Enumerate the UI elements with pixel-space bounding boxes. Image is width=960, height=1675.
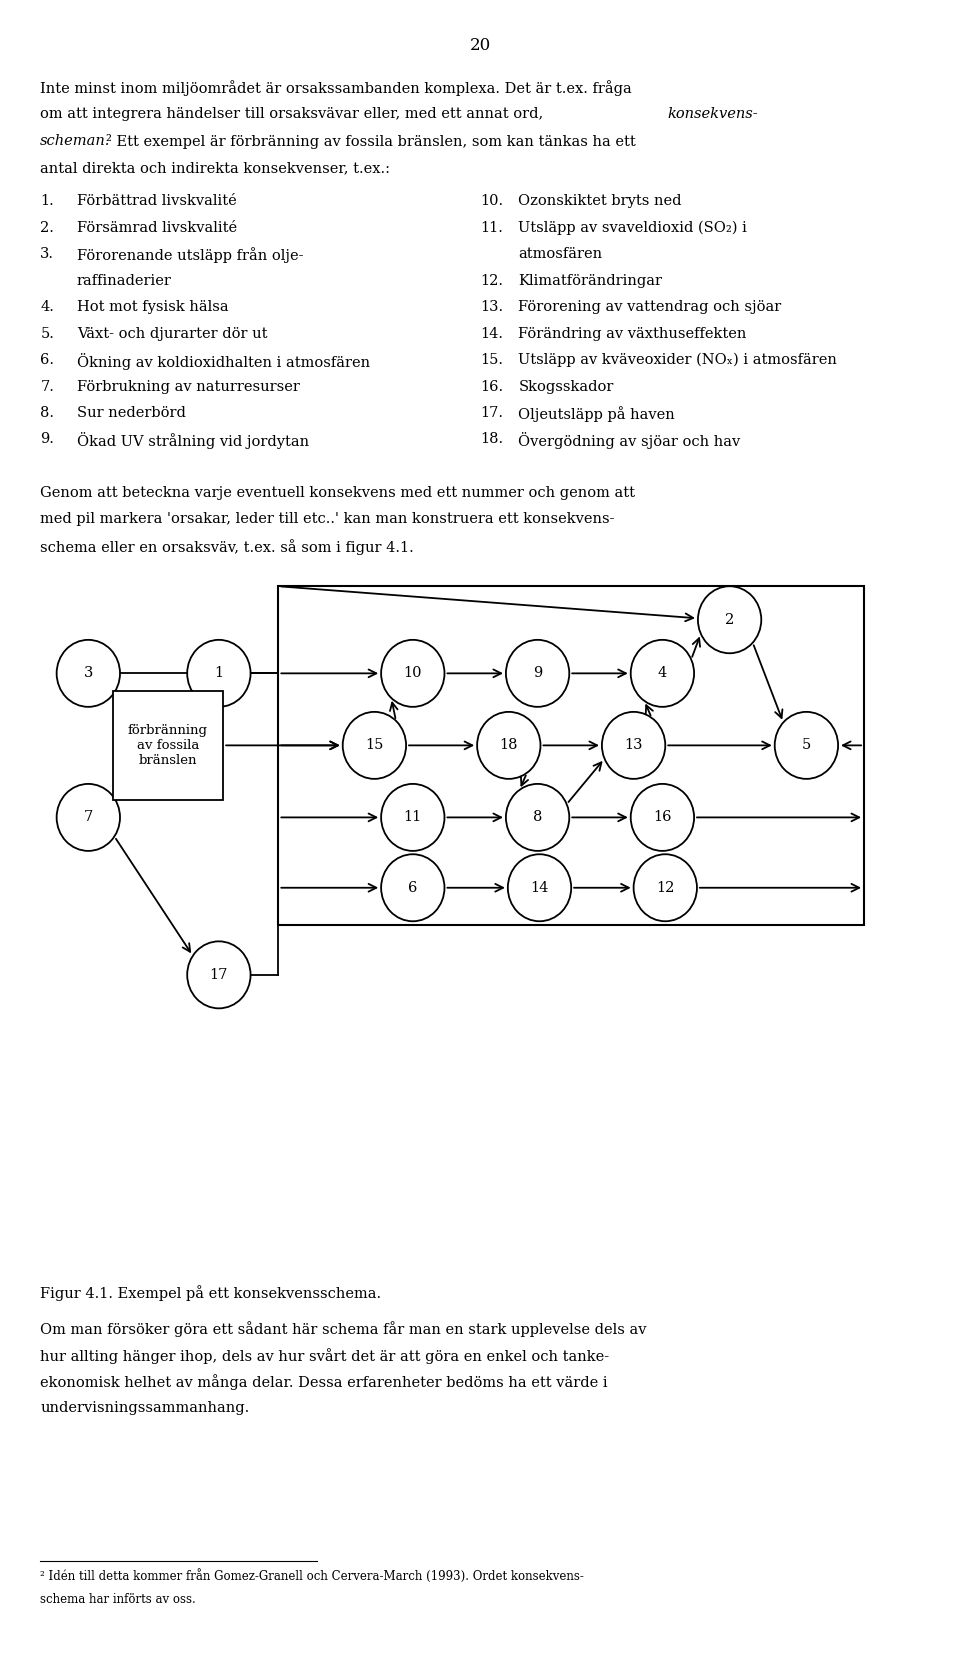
Text: 4.: 4. — [40, 300, 54, 315]
Text: om att integrera händelser till orsaksvävar eller, med ett annat ord,: om att integrera händelser till orsaksvä… — [40, 107, 548, 121]
Text: undervisningssammanhang.: undervisningssammanhang. — [40, 1400, 250, 1415]
Ellipse shape — [381, 640, 444, 707]
Text: hur allting hänger ihop, dels av hur svårt det är att göra en enkel och tanke-: hur allting hänger ihop, dels av hur svå… — [40, 1348, 610, 1363]
Text: 4: 4 — [658, 667, 667, 680]
Text: 13.: 13. — [480, 300, 503, 315]
Ellipse shape — [698, 586, 761, 653]
Text: 8.: 8. — [40, 405, 55, 420]
Text: Försämrad livskvalité: Försämrad livskvalité — [77, 221, 237, 235]
Text: Skogsskador: Skogsskador — [518, 380, 613, 394]
Text: Klimatförändringar: Klimatförändringar — [518, 273, 662, 288]
Text: 6: 6 — [408, 881, 418, 894]
Text: Om man försöker göra ett sådant här schema får man en stark upplevelse dels av: Om man försöker göra ett sådant här sche… — [40, 1322, 647, 1337]
Text: Utsläpp av kväveoxider (NOₓ) i atmosfären: Utsläpp av kväveoxider (NOₓ) i atmosfäre… — [518, 353, 837, 367]
Text: 20: 20 — [469, 37, 491, 54]
Text: 10: 10 — [403, 667, 422, 680]
Text: 18: 18 — [499, 739, 518, 752]
Text: konsekvens-: konsekvens- — [667, 107, 758, 121]
Text: 9.: 9. — [40, 432, 54, 447]
Text: Växt- och djurarter dör ut: Växt- och djurarter dör ut — [77, 327, 267, 340]
Text: 12: 12 — [656, 881, 675, 894]
Text: 1.: 1. — [40, 194, 54, 208]
Text: Förbättrad livskvalité: Förbättrad livskvalité — [77, 194, 236, 208]
Text: 15: 15 — [365, 739, 384, 752]
Text: 11: 11 — [403, 811, 422, 824]
Ellipse shape — [631, 640, 694, 707]
Text: raffinaderier: raffinaderier — [77, 273, 172, 288]
Text: 5.: 5. — [40, 327, 54, 340]
Text: 7.: 7. — [40, 380, 54, 394]
Text: scheman.: scheman. — [40, 134, 110, 147]
Text: 9: 9 — [533, 667, 542, 680]
Text: schema eller en orsaksväv, t.ex. så som i figur 4.1.: schema eller en orsaksväv, t.ex. så som … — [40, 539, 414, 554]
Bar — [278, 586, 864, 925]
Text: 16.: 16. — [480, 380, 503, 394]
Text: Inte minst inom miljöområdet är orsakssambanden komplexa. Det är t.ex. fråga: Inte minst inom miljöområdet är orsakssa… — [40, 80, 632, 95]
Text: 13: 13 — [624, 739, 643, 752]
Ellipse shape — [187, 640, 251, 707]
Text: 16: 16 — [653, 811, 672, 824]
Text: 6.: 6. — [40, 353, 55, 367]
Ellipse shape — [381, 854, 444, 921]
Ellipse shape — [477, 712, 540, 779]
Ellipse shape — [343, 712, 406, 779]
Text: 10.: 10. — [480, 194, 503, 208]
Text: 3: 3 — [84, 667, 93, 680]
Ellipse shape — [508, 854, 571, 921]
Text: 5: 5 — [802, 739, 811, 752]
Text: 7: 7 — [84, 811, 93, 824]
Ellipse shape — [506, 640, 569, 707]
Text: Förändring av växthuseffekten: Förändring av växthuseffekten — [518, 327, 747, 340]
Text: Sur nederbörd: Sur nederbörd — [77, 405, 185, 420]
Text: atmosfären: atmosfären — [518, 248, 603, 261]
Ellipse shape — [634, 854, 697, 921]
Text: Ökning av koldioxidhalten i atmosfären: Ökning av koldioxidhalten i atmosfären — [77, 353, 370, 370]
Text: 11.: 11. — [480, 221, 503, 235]
Text: 17: 17 — [209, 968, 228, 982]
Text: Genom att beteckna varje eventuell konsekvens med ett nummer och genom att: Genom att beteckna varje eventuell konse… — [40, 486, 636, 499]
Ellipse shape — [775, 712, 838, 779]
Text: förbränning
av fossila
bränslen: förbränning av fossila bränslen — [128, 724, 208, 767]
Text: Oljeutsläpp på haven: Oljeutsläpp på haven — [518, 405, 675, 422]
Text: Hot mot fysisk hälsa: Hot mot fysisk hälsa — [77, 300, 228, 315]
Bar — [113, 690, 223, 799]
Text: ekonomisk helhet av många delar. Dessa erfarenheter bedöms ha ett värde i: ekonomisk helhet av många delar. Dessa e… — [40, 1375, 608, 1390]
Text: Figur 4.1. Exempel på ett konsekvensschema.: Figur 4.1. Exempel på ett konsekvenssche… — [40, 1285, 381, 1300]
Text: 12.: 12. — [480, 273, 503, 288]
Text: 15.: 15. — [480, 353, 503, 367]
Text: 14: 14 — [530, 881, 549, 894]
Text: ² Ett exempel är förbränning av fossila bränslen, som kan tänkas ha ett: ² Ett exempel är förbränning av fossila … — [106, 134, 636, 149]
Ellipse shape — [602, 712, 665, 779]
Text: 2.: 2. — [40, 221, 54, 235]
Ellipse shape — [631, 784, 694, 851]
Text: antal direkta och indirekta konsekvenser, t.ex.:: antal direkta och indirekta konsekvenser… — [40, 161, 391, 174]
Text: 8: 8 — [533, 811, 542, 824]
Text: Övergödning av sjöar och hav: Övergödning av sjöar och hav — [518, 432, 741, 449]
Text: 14.: 14. — [480, 327, 503, 340]
Text: 2: 2 — [725, 613, 734, 626]
Ellipse shape — [57, 640, 120, 707]
Ellipse shape — [506, 784, 569, 851]
Text: 17.: 17. — [480, 405, 503, 420]
Text: Ozonskiktet bryts ned: Ozonskiktet bryts ned — [518, 194, 682, 208]
Ellipse shape — [187, 941, 251, 1008]
Text: 18.: 18. — [480, 432, 503, 447]
Text: schema har införts av oss.: schema har införts av oss. — [40, 1593, 196, 1606]
Text: Förorenande utsläpp från olje-: Förorenande utsläpp från olje- — [77, 248, 303, 263]
Text: med pil markera 'orsakar, leder till etc..' kan man konstruera ett konsekvens-: med pil markera 'orsakar, leder till etc… — [40, 513, 614, 526]
Ellipse shape — [57, 784, 120, 851]
Text: Ökad UV strålning vid jordytan: Ökad UV strålning vid jordytan — [77, 432, 309, 449]
Text: 1: 1 — [214, 667, 224, 680]
Text: ² Idén till detta kommer från Gomez-Granell och Cervera-March (1993). Ordet kons: ² Idén till detta kommer från Gomez-Gran… — [40, 1569, 585, 1583]
Text: Utsläpp av svaveldioxid (SO₂) i: Utsläpp av svaveldioxid (SO₂) i — [518, 221, 747, 235]
Text: Förorening av vattendrag och sjöar: Förorening av vattendrag och sjöar — [518, 300, 781, 315]
Ellipse shape — [381, 784, 444, 851]
Text: Förbrukning av naturresurser: Förbrukning av naturresurser — [77, 380, 300, 394]
Text: 3.: 3. — [40, 248, 55, 261]
